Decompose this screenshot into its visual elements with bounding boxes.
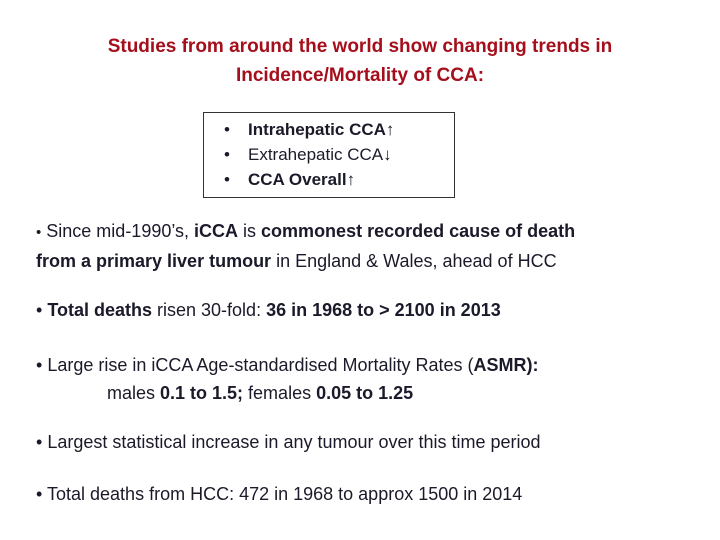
p1-bold-primary: from a primary liver tumour — [36, 251, 272, 271]
p3-text-4: females — [243, 383, 317, 403]
paragraph-asmr: • Large rise in iCCA Age-standardised Mo… — [36, 351, 706, 407]
bullet: • — [36, 484, 43, 504]
box-item-intrahepatic: • Intrahepatic CCA↑ — [224, 119, 394, 141]
p1-bold-commonest: commonest recorded cause of death — [261, 221, 576, 241]
p1-text-3: in England & Wales, ahead of HCC — [271, 251, 557, 271]
title-line-1: Studies from around the world show chang… — [107, 36, 613, 57]
p3-text-1: Large rise in i — [47, 355, 156, 375]
bullet: • — [36, 224, 42, 241]
bullet: • — [224, 145, 230, 164]
slide-title: Studies from around the world show chang… — [0, 32, 720, 90]
paragraph-total-deaths: • Total deaths risen 30-fold: 36 in 1968… — [36, 296, 706, 324]
p1-bold-icca: iCCA — [194, 221, 239, 241]
p1-text-2: is — [238, 221, 262, 241]
p3-cca: CCA — [155, 355, 193, 375]
box-item-extrahepatic: • Extrahepatic CCA↓ — [224, 144, 392, 166]
bullet: • — [36, 355, 43, 375]
up-arrow-icon: ↑ — [385, 120, 395, 139]
bullet: • — [224, 120, 230, 139]
bullet: • — [224, 170, 230, 189]
p1-text-1: Since mid-1990’s, — [46, 221, 195, 241]
p2-text-1: risen 30-fold: — [152, 300, 267, 320]
bullet: • — [36, 432, 43, 452]
paragraph-hcc-deaths: • Total deaths from HCC: 472 in 1968 to … — [36, 480, 706, 508]
bullet: • — [36, 300, 43, 320]
p5-text: Total deaths from HCC: 472 in 1968 to ap… — [47, 484, 523, 504]
p2-bold-total: Total deaths — [47, 300, 153, 320]
p3-bold-males: 0.1 to 1.5; — [160, 383, 244, 403]
down-arrow-icon: ↓ — [383, 145, 392, 164]
up-arrow-icon: ↑ — [346, 170, 356, 189]
p4-text: Largest statistical increase in any tumo… — [47, 432, 541, 452]
p3-text-3: males — [107, 383, 161, 403]
trends-box: • Intrahepatic CCA↑ • Extrahepatic CCA↓ • C… — [203, 112, 455, 198]
p3-bold-females: 0.05 to 1.25 — [316, 383, 414, 403]
title-line-2: Incidence/Mortality of CCA: — [235, 65, 485, 86]
paragraph-largest-increase: • Largest statistical increase in any tu… — [36, 428, 706, 456]
box-item-overall: • CCA Overall↑ — [224, 169, 355, 191]
intrahepatic-label: Intrahepatic CCA — [248, 120, 386, 139]
extrahepatic-label: Extrahepatic CCA — [248, 145, 384, 164]
overall-label: CCA Overall — [248, 170, 347, 189]
p3-text-2: Age-standardised Mortality Rates ( — [192, 355, 474, 375]
p2-bold-numbers: 36 in 1968 to > 2100 in 2013 — [266, 300, 501, 320]
p3-bold-asmr: ASMR): — [473, 355, 539, 375]
paragraph-icca-commonest: • Since mid-1990’s, iCCA is commonest re… — [36, 217, 706, 275]
